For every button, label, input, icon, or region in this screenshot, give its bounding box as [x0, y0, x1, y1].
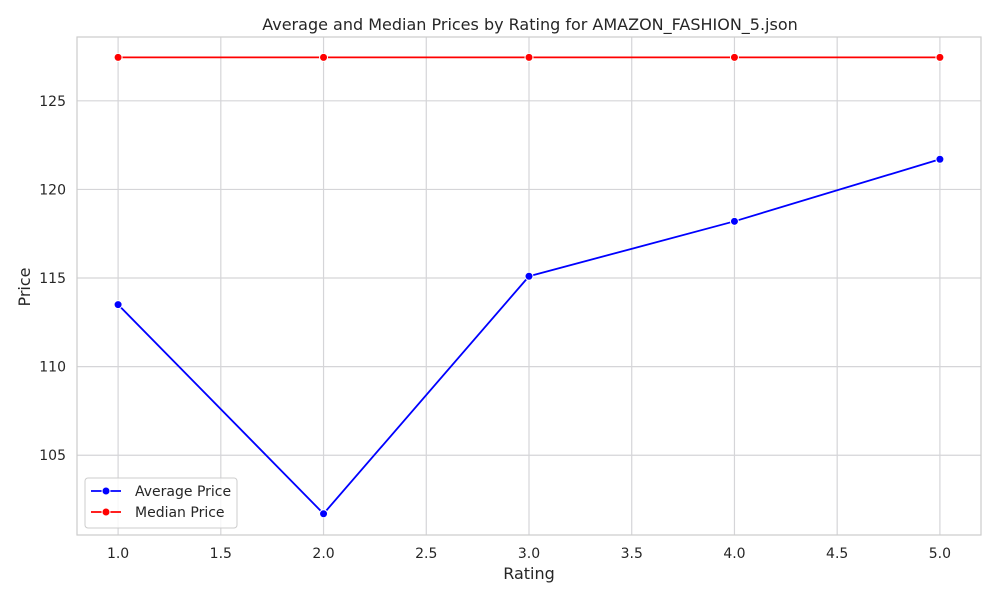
legend-marker [101, 486, 111, 496]
y-tick-label: 110 [39, 360, 66, 376]
plot-spines [76, 36, 982, 536]
y-axis-ticks: 105 110 115 120 125 [39, 94, 66, 464]
legend-item: Median Price [91, 505, 225, 521]
legend-item: Average Price [91, 484, 231, 500]
x-tick-label: 2.5 [415, 546, 437, 562]
data-point [935, 52, 945, 62]
data-point [319, 52, 329, 62]
y-tick-label: 120 [39, 182, 66, 198]
x-axis-ticks: 1.0 1.5 2.0 2.5 3.0 3.5 4.0 4.5 5.0 [107, 546, 951, 562]
x-axis-label: Rating [503, 564, 555, 583]
series-average-price [113, 154, 945, 519]
x-tick-label: 1.5 [210, 546, 232, 562]
data-point [729, 216, 739, 226]
data-point [935, 154, 945, 164]
y-tick-label: 125 [39, 94, 66, 110]
grid-lines [77, 37, 981, 535]
legend: Average Price Median Price [84, 477, 238, 529]
y-tick-label: 105 [39, 448, 66, 464]
x-tick-label: 3.5 [621, 546, 643, 562]
data-point [729, 52, 739, 62]
legend-label: Median Price [135, 505, 225, 521]
x-tick-label: 1.0 [107, 546, 129, 562]
chart-title: Average and Median Prices by Rating for … [262, 15, 798, 35]
data-point [113, 52, 123, 62]
data-point [113, 300, 123, 310]
series-median-price [113, 52, 945, 62]
legend-marker [101, 507, 111, 517]
x-tick-label: 4.5 [826, 546, 848, 562]
y-axis-label: Price [15, 267, 34, 306]
legend-label: Average Price [135, 484, 231, 500]
legend-box [84, 477, 238, 529]
x-tick-label: 2.0 [312, 546, 334, 562]
data-point [319, 509, 329, 519]
y-tick-label: 115 [39, 271, 66, 287]
data-series [113, 52, 945, 519]
plot-border [76, 36, 982, 536]
x-tick-label: 3.0 [518, 546, 540, 562]
legend-items: Average Price Median Price [91, 484, 231, 521]
x-tick-label: 5.0 [929, 546, 951, 562]
x-tick-label: 4.0 [723, 546, 745, 562]
data-point [524, 271, 534, 281]
data-point [524, 52, 534, 62]
